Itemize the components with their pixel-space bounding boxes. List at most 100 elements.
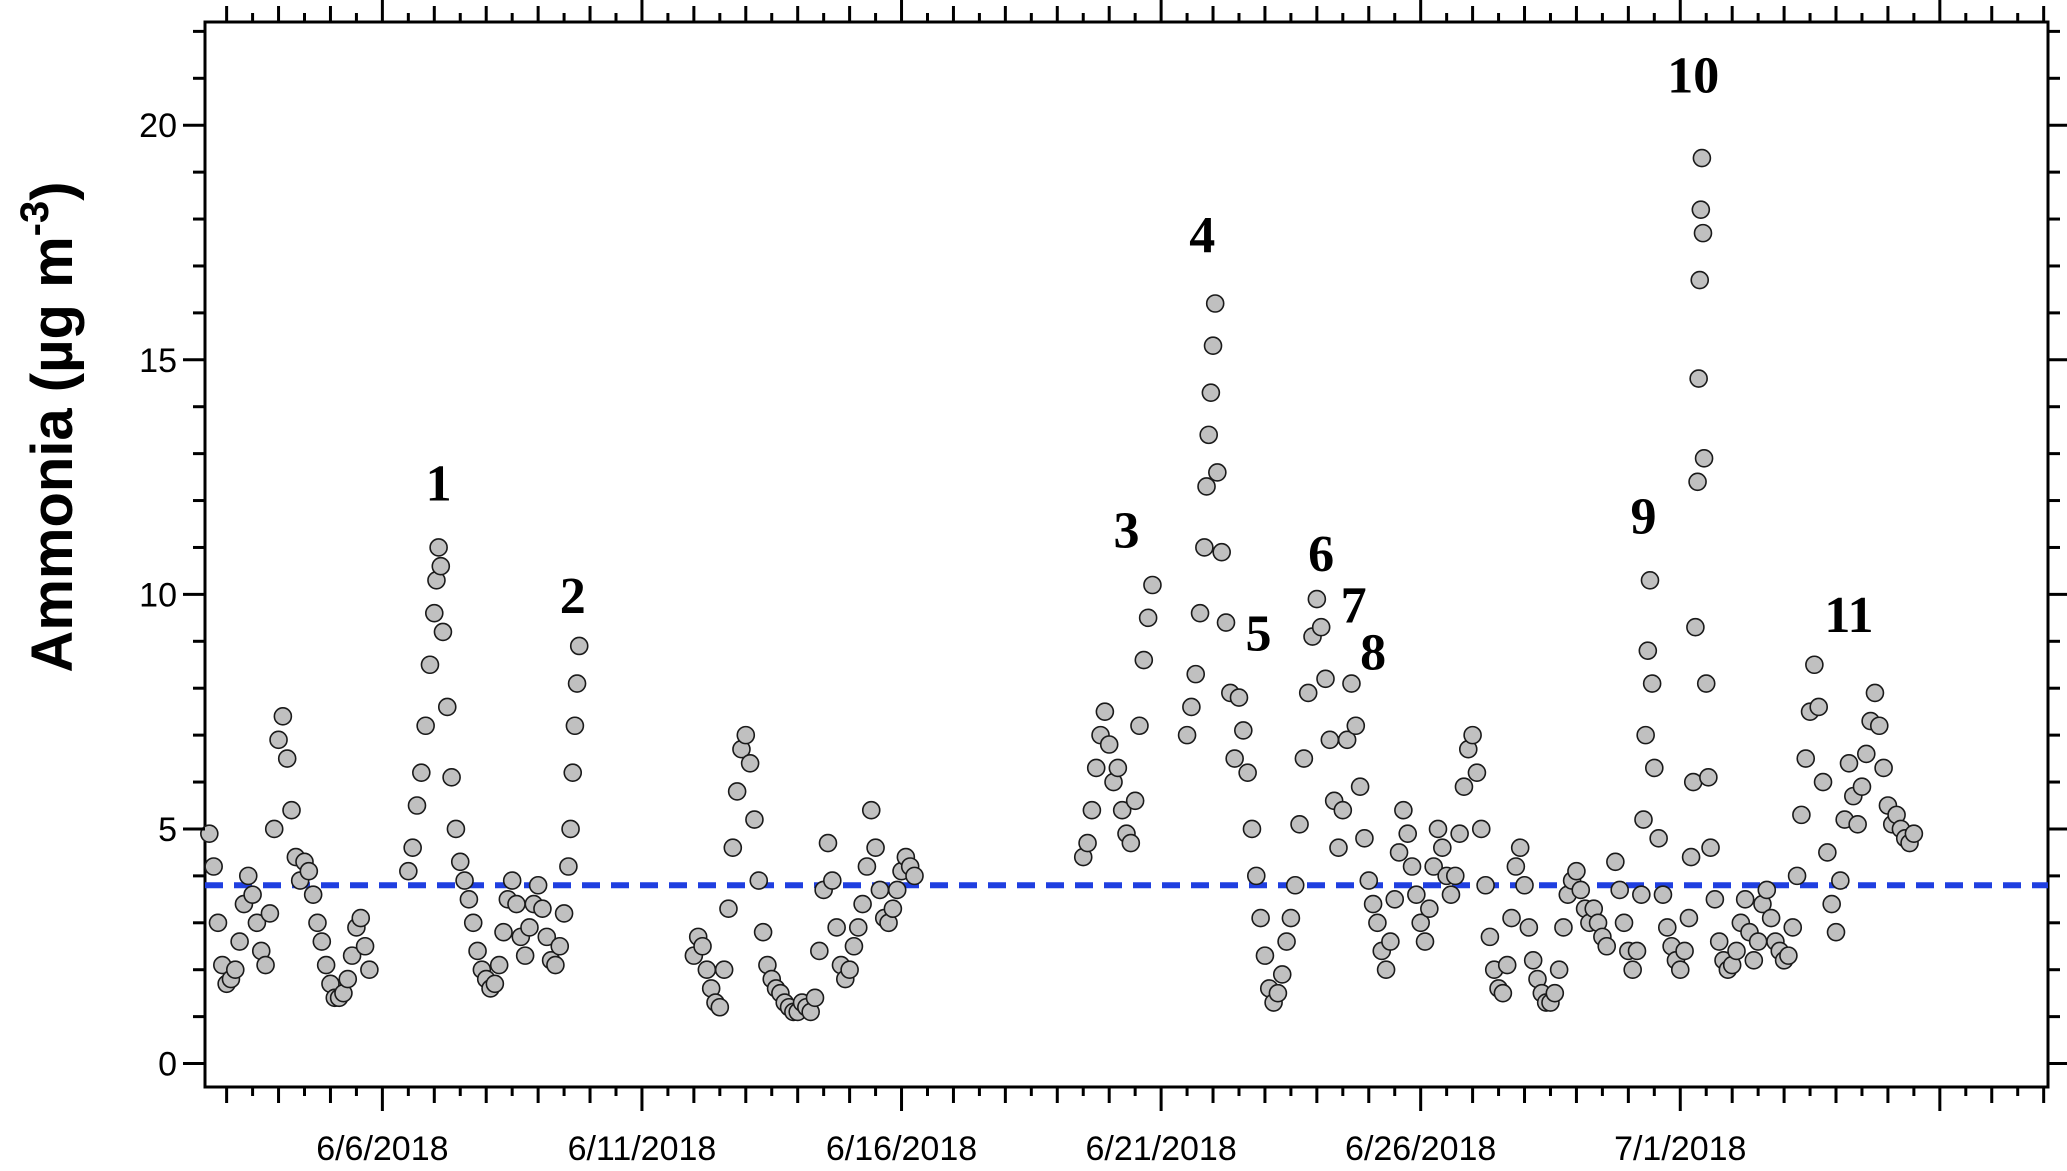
data-point: [1225, 749, 1244, 768]
data-point: [905, 866, 924, 886]
data-point: [1874, 758, 1893, 778]
data-point: [1205, 294, 1225, 313]
data-point: [1082, 800, 1102, 820]
data-point: [1869, 716, 1889, 736]
data-point: [1701, 838, 1720, 858]
data-point: [1649, 829, 1668, 848]
data-point: [1831, 871, 1850, 890]
data-point: [1571, 880, 1591, 900]
data-point: [1606, 852, 1625, 872]
data-point: [1471, 819, 1491, 839]
data-point: [338, 969, 358, 989]
data-point: [412, 763, 431, 782]
data-point: [1268, 983, 1288, 1003]
data-point: [316, 955, 336, 975]
data-point: [1381, 932, 1400, 951]
x-tick-label: 6/26/2018: [1345, 1130, 1496, 1168]
data-point: [565, 716, 585, 736]
data-point: [567, 674, 587, 693]
data-point: [1238, 763, 1257, 782]
data-point: [710, 997, 730, 1017]
data-point: [247, 913, 267, 933]
data-point: [1818, 843, 1837, 862]
data-point: [1796, 749, 1816, 768]
data-point: [256, 955, 275, 975]
data-point: [1645, 758, 1664, 778]
data-point: [1294, 749, 1314, 768]
x-tick-label: 6/16/2018: [826, 1130, 977, 1168]
data-point: [1450, 824, 1469, 843]
data-point: [1693, 223, 1713, 243]
data-point: [1411, 913, 1430, 933]
data-point: [1597, 936, 1617, 956]
data-point: [840, 960, 859, 980]
data-point: [1688, 472, 1707, 492]
data-point: [887, 880, 907, 900]
data-point: [355, 936, 375, 956]
peak-annotation-label: 6: [1308, 526, 1334, 583]
data-point: [1480, 927, 1500, 947]
data-point: [810, 941, 829, 961]
data-point: [1394, 800, 1413, 820]
data-point: [1670, 960, 1690, 980]
data-point: [1476, 875, 1495, 895]
data-point: [1246, 866, 1266, 886]
data-point: [489, 955, 509, 975]
data-point: [308, 913, 327, 933]
data-point: [1549, 960, 1569, 980]
peak-annotation-label: 2: [560, 568, 586, 625]
data-point: [1690, 270, 1710, 290]
data-point: [1848, 814, 1867, 834]
data-point: [1346, 716, 1366, 736]
data-point: [1614, 913, 1634, 933]
data-point: [554, 904, 574, 923]
data-point: [277, 749, 297, 768]
data-point: [1177, 725, 1197, 745]
data-point: [848, 918, 868, 937]
data-point: [1433, 838, 1452, 858]
data-point: [204, 857, 223, 876]
data-points: [200, 148, 1924, 1022]
data-point: [264, 819, 284, 839]
peak-annotation-label: 11: [1824, 587, 1873, 644]
x-tick-label: 6/6/2018: [316, 1130, 448, 1168]
data-point: [1086, 758, 1106, 778]
data-point: [1545, 983, 1565, 1003]
data-point: [312, 932, 332, 951]
data-point: [1376, 960, 1396, 980]
x-tick-label: 6/21/2018: [1085, 1130, 1236, 1168]
data-point: [1681, 847, 1701, 867]
data-point: [1320, 730, 1340, 750]
data-point: [1234, 721, 1253, 740]
data-point: [431, 556, 451, 576]
data-point: [416, 716, 435, 736]
data-point: [1242, 819, 1262, 839]
data-point: [1709, 932, 1729, 951]
data-point: [693, 936, 712, 956]
data-point: [1203, 336, 1223, 356]
data-point: [1402, 857, 1422, 876]
data-point: [1212, 542, 1231, 562]
data-point: [1199, 425, 1218, 445]
data-point: [282, 800, 301, 820]
data-point: [1363, 894, 1383, 914]
data-point: [563, 763, 583, 782]
data-point: [1463, 725, 1482, 745]
peak-annotation-label: 5: [1245, 606, 1271, 663]
data-point: [1190, 603, 1210, 623]
data-point: [533, 899, 552, 919]
data-point: [1497, 955, 1517, 975]
data-point: [1251, 908, 1270, 928]
data-point: [853, 894, 872, 914]
data-point: [446, 819, 466, 839]
data-point: [1493, 983, 1513, 1003]
data-point: [1307, 589, 1327, 609]
data-point: [736, 725, 756, 745]
data-point: [818, 833, 838, 853]
peak-annotation-label: 1: [426, 456, 452, 513]
data-point: [1186, 664, 1206, 684]
data-point: [1316, 669, 1335, 689]
y-tick-label: 10: [139, 576, 177, 614]
data-point: [749, 871, 769, 890]
